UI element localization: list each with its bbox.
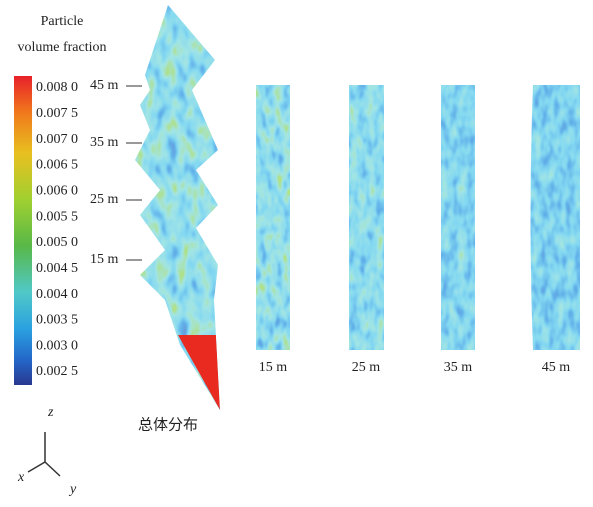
panel-contour [256,85,290,350]
colorbar-label: 0.006 5 [36,158,78,173]
colorbar-label: 0.003 0 [36,338,78,353]
panel-contour [441,85,475,350]
figure: Particle volume fraction 0.008 00.007 50… [0,0,593,507]
colorbar-labels: 0.008 0 0.007 5 0.007 0 0.006 5 0.006 0 0.005… [36,80,78,379]
panels: 15 m 25 m 35 m 45 m [256,85,580,375]
colorbar-gradient [14,76,32,385]
z-label: z [47,405,54,420]
colorbar-label: 0.007 0 [36,132,78,147]
colorbar-title: volume fraction [17,40,106,55]
colorbar-label: 0.004 5 [36,261,78,276]
height-labels: 45 m 35 m 25 m 15 m [90,78,142,267]
x-axis [28,462,45,472]
colorbar-label: 0.004 0 [36,287,78,302]
colorbar-label: 0.002 5 [36,364,78,379]
panel-label: 25 m [352,360,381,375]
colorbar-label: 0.005 0 [36,235,78,250]
x-label: x [17,470,25,485]
y-axis [45,462,60,476]
colorbar-label: 0.008 0 [36,80,78,95]
height-label: 25 m [90,192,119,207]
panel-label: 35 m [444,360,473,375]
panel-label: 15 m [259,360,288,375]
overall-view: 45 m 35 m 25 m 15 m 总体分布 [90,0,225,434]
height-label: 15 m [90,252,119,267]
colorbar-label: 0.003 5 [36,313,78,328]
panel-contour [349,85,384,350]
axis-triad: z x y [17,405,77,497]
colorbar-label: 0.006 0 [36,183,78,198]
y-label: y [68,482,77,497]
panel-contour [528,85,580,350]
colorbar-title: Particle [41,14,84,29]
panel-labels: 15 m 25 m 35 m 45 m [259,360,571,375]
overall-caption: 总体分布 [138,416,198,434]
height-label: 45 m [90,78,119,93]
colorbar-label: 0.005 5 [36,209,78,224]
height-label: 35 m [90,135,119,150]
panel-label: 45 m [542,360,571,375]
colorbar-label: 0.007 5 [36,106,78,121]
